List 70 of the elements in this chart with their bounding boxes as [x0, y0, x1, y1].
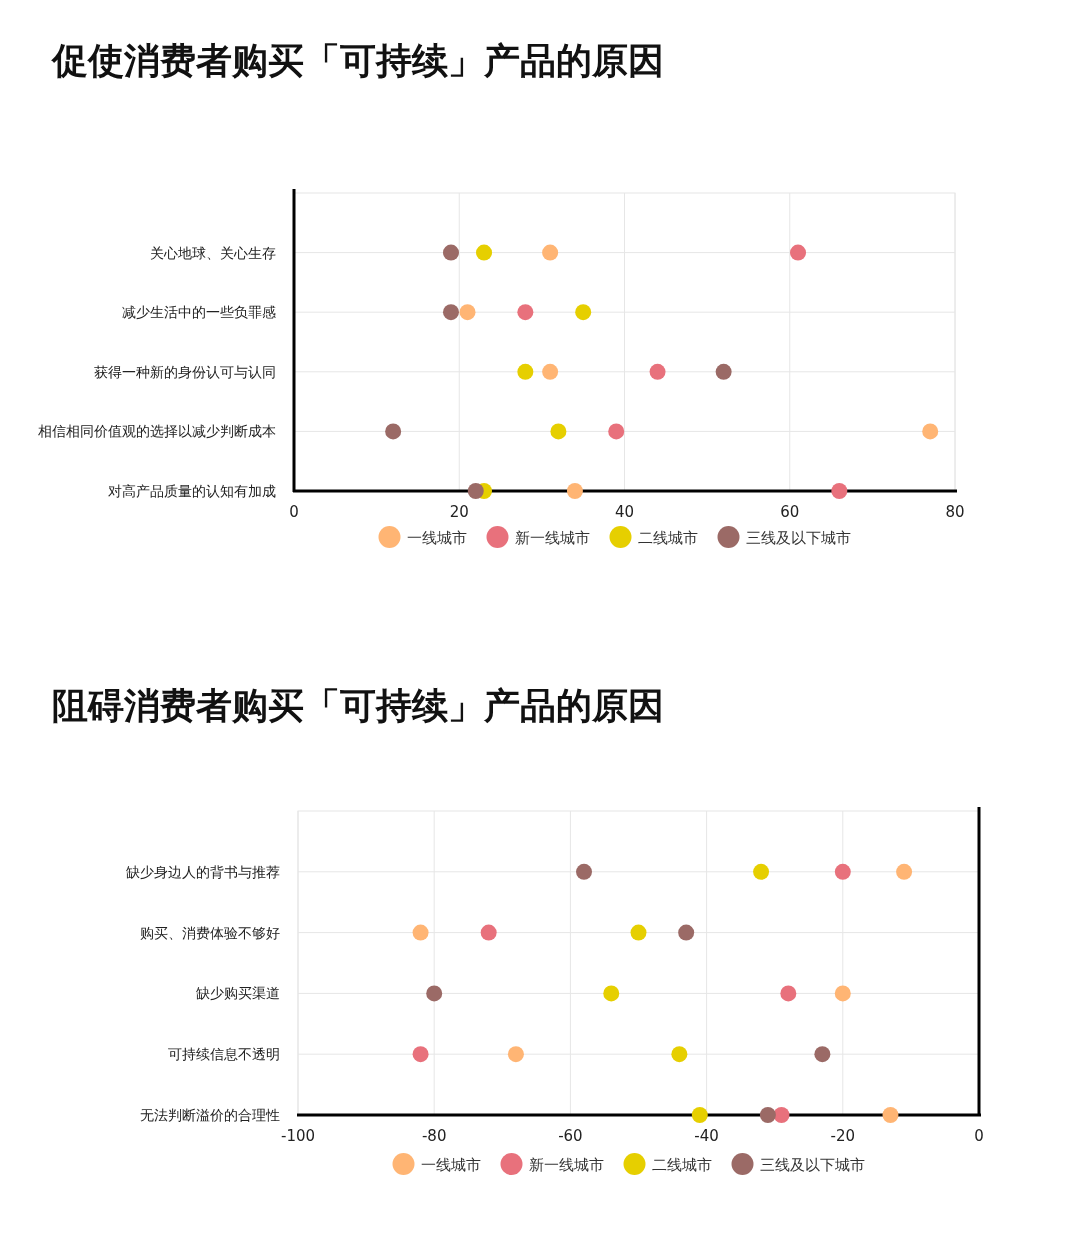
point	[649, 363, 666, 380]
point	[608, 423, 625, 440]
x-tick-label: -80	[421, 1127, 447, 1145]
point	[575, 304, 592, 321]
y-tick-label: 缺少身边人的背书与推荐	[126, 863, 280, 880]
y-tick-label: 关心地球、关心生存	[150, 244, 276, 261]
point	[385, 423, 402, 440]
point	[476, 244, 493, 261]
point	[780, 985, 797, 1002]
point	[507, 1046, 524, 1063]
legend-label: 二线城市	[651, 1156, 712, 1174]
point	[426, 985, 443, 1002]
point	[834, 863, 851, 880]
point	[630, 924, 647, 941]
x-tick-label: -60	[558, 1127, 583, 1145]
chart-title: 促使消费者购买「可持续」产品的原因	[50, 40, 664, 81]
point	[480, 924, 497, 941]
point	[715, 363, 732, 380]
y-tick-label: 购买、消费体验不够好	[140, 924, 280, 941]
point	[691, 1107, 708, 1123]
y-tick-label: 无法判断溢价的合理性	[140, 1107, 280, 1123]
point	[459, 304, 476, 321]
point	[773, 1107, 790, 1123]
legend-label: 三线及以下城市	[745, 529, 851, 547]
point	[896, 863, 913, 880]
point	[882, 1107, 899, 1123]
point	[566, 483, 583, 499]
point	[831, 483, 848, 499]
x-tick-label: 20	[449, 503, 469, 521]
point	[678, 924, 695, 941]
point	[790, 244, 807, 261]
x-tick-label: 0	[289, 503, 299, 521]
point	[922, 423, 939, 440]
y-tick-label: 可持续信息不透明	[168, 1046, 280, 1063]
legend-label: 二线城市	[637, 529, 698, 547]
y-tick-label: 获得一种新的身份认可与认同	[94, 363, 276, 380]
point	[550, 423, 567, 440]
legend-label: 三线及以下城市	[759, 1156, 865, 1174]
point	[671, 1046, 688, 1063]
y-tick-label: 相信相同价值观的选择以减少判断成本	[38, 423, 276, 440]
point	[753, 863, 770, 880]
legend-label: 新一线城市	[528, 1156, 604, 1174]
point	[517, 363, 534, 380]
y-tick-label: 缺少购买渠道	[196, 985, 280, 1002]
y-tick-label: 对高产品质量的认知有加成	[108, 483, 276, 499]
point	[759, 1107, 776, 1123]
x-tick-label: 80	[945, 503, 965, 521]
legend-label: 新一线城市	[514, 529, 590, 547]
x-tick-label: 0	[974, 1127, 984, 1145]
point	[542, 363, 559, 380]
point	[412, 1046, 429, 1063]
point	[517, 304, 534, 321]
legend-label: 一线城市	[420, 1156, 481, 1174]
chart-title: 阻碍消费者购买「可持续」产品的原因	[52, 685, 664, 726]
point	[542, 244, 559, 261]
point	[412, 924, 429, 941]
x-tick-label: -40	[694, 1127, 719, 1145]
x-tick-label: 60	[780, 503, 800, 521]
point	[834, 985, 851, 1002]
y-tick-label: 减少生活中的一些负罪感	[122, 304, 276, 321]
point	[576, 863, 593, 880]
point	[814, 1046, 831, 1063]
point	[442, 244, 459, 261]
x-tick-label: 40	[614, 503, 635, 521]
legend-label: 一线城市	[406, 529, 467, 547]
point	[603, 985, 620, 1002]
x-tick-label: -20	[830, 1127, 856, 1145]
point	[442, 304, 459, 321]
x-tick-label: -100	[280, 1127, 316, 1145]
point	[467, 483, 484, 499]
